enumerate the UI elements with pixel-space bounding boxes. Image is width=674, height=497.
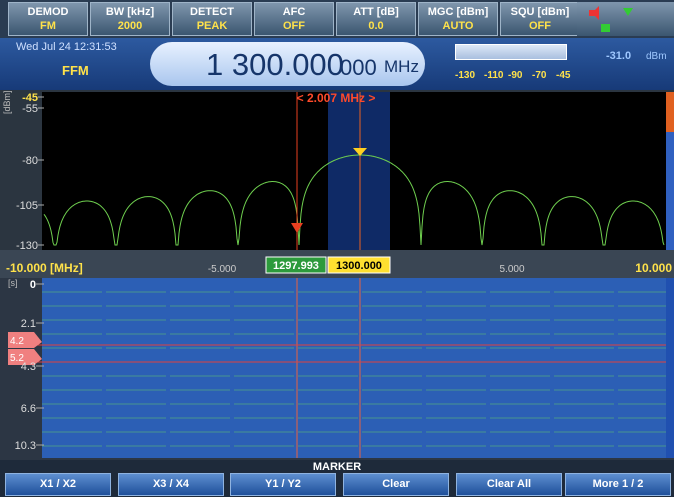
x-label: -10.000 [MHz] — [6, 261, 83, 275]
level-bar — [455, 44, 567, 60]
time-marker-tag — [8, 349, 42, 365]
control-value: AUTO — [442, 20, 474, 32]
datetime: Wed Jul 24 12:31:53 — [16, 41, 117, 53]
y-label: -130 — [16, 240, 38, 252]
marker2-box — [327, 256, 391, 274]
time-marker-label: 5.2 — [10, 353, 24, 364]
waterfall-y-label: 6.6 — [21, 403, 36, 415]
softkey[interactable]: X1 / X2 — [5, 473, 111, 496]
control-button[interactable]: DETECT PEAK — [172, 2, 252, 36]
control-value: FM — [40, 20, 56, 32]
icon-area — [577, 2, 674, 36]
softkey[interactable]: Clear — [343, 473, 449, 496]
control-label: DEMOD — [27, 6, 69, 18]
level-scale-label: -70 — [532, 70, 547, 81]
frequency: 1 300.000 — [206, 47, 344, 82]
softkey-title: MARKER — [312, 461, 362, 473]
level-scale-label: -130 — [455, 70, 476, 81]
control-button[interactable]: ATT [dB] 0.0 — [336, 2, 416, 36]
control-label: ATT [dB] — [353, 6, 399, 18]
waterfall-y-label: 4.3 — [21, 361, 36, 373]
softkey[interactable]: Clear All — [456, 473, 562, 496]
y-label: -80 — [22, 155, 38, 167]
level-scale-label: -90 — [508, 70, 523, 81]
control-button[interactable]: DEMOD FM — [8, 2, 88, 36]
status-icons — [589, 6, 633, 32]
color-strip-hot — [666, 92, 674, 132]
x-label: 10.000 — [635, 261, 672, 275]
softkey[interactable]: X3 / X4 — [118, 473, 224, 496]
control-label: BW [kHz] — [105, 6, 155, 18]
mute-icon — [589, 6, 599, 20]
softkey[interactable]: Y1 / Y2 — [230, 473, 336, 496]
control-label: DETECT — [190, 6, 234, 18]
y-label: -105 — [16, 200, 38, 212]
frequency-unit: MHz — [384, 57, 419, 76]
time-marker-tag — [8, 332, 42, 348]
marker-triangle — [353, 148, 367, 156]
lock-icon — [601, 24, 610, 32]
x-label: 5.000 — [499, 264, 524, 275]
marker2-freq: 1300.000 — [336, 260, 382, 272]
control-value: 2000 — [117, 20, 143, 32]
color-strip — [666, 278, 674, 458]
level-scale-label: -110 — [484, 70, 504, 81]
control-label: MGC [dBm] — [427, 6, 489, 18]
marker1-freq: 1297.993 — [273, 260, 319, 272]
level-unit: dBm — [646, 51, 667, 62]
control-button[interactable]: SQU [dBm] OFF — [500, 2, 580, 36]
control-label: AFC — [282, 6, 306, 18]
control-button[interactable]: AFC OFF — [254, 2, 334, 36]
y-label: -45 — [22, 92, 38, 104]
marker-band — [328, 92, 390, 250]
trigger-icon — [623, 8, 633, 16]
waterfall-y-label: 0 — [30, 279, 36, 291]
waterfall-y-label: 2.1 — [21, 318, 36, 330]
control-value: PEAK — [196, 20, 228, 32]
frequency-display: 1 300.000 000 MHz — [150, 42, 425, 86]
waterfall-y-label: 10.3 — [15, 440, 36, 452]
control-label: SQU [dBm] — [510, 6, 570, 18]
marker-triangle — [291, 223, 303, 233]
waterfall-area — [42, 278, 666, 458]
softkey[interactable]: More 1 / 2 — [565, 473, 671, 496]
frequency-fine: 000 — [340, 55, 377, 80]
control-button[interactable]: MGC [dBm] AUTO — [418, 2, 498, 36]
time-marker-label: 4.2 — [10, 336, 24, 347]
plots: 4.2 5.2 [dBm] < 2.007 MHz > 1297.993 130… — [0, 90, 674, 460]
y-label: -55 — [22, 103, 38, 115]
level-scale-label: -45 — [556, 70, 571, 81]
marker1-box — [265, 256, 327, 274]
marker-delta: < 2.007 MHz > — [297, 91, 376, 105]
x-label: -5.000 — [208, 264, 237, 275]
color-strip — [666, 92, 674, 250]
control-value: 0.0 — [368, 20, 384, 32]
y-unit: [dBm] — [2, 90, 12, 114]
level: -31.0 — [606, 50, 632, 62]
control-value: OFF — [283, 20, 305, 32]
spectrum-trace — [43, 154, 665, 246]
waterfall-unit: [s] — [8, 278, 18, 288]
mode: FFM — [62, 63, 89, 78]
control-button[interactable]: BW [kHz] 2000 — [90, 2, 170, 36]
control-value: OFF — [529, 20, 551, 32]
